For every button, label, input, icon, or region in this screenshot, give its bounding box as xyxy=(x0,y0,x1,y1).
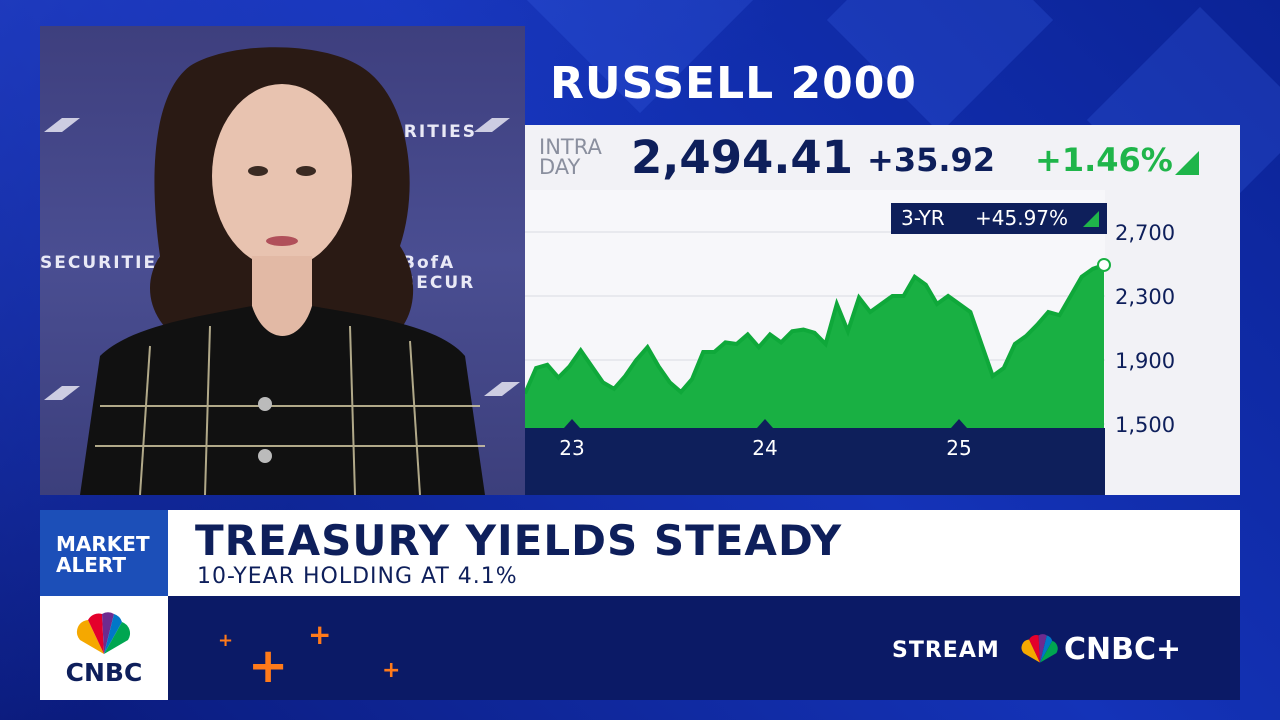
y-tick-label: 1,500 xyxy=(1115,413,1175,437)
plus-decoration-icon: + xyxy=(308,618,332,651)
x-tick-marker xyxy=(757,419,773,428)
backdrop-logo-text: URITIES xyxy=(388,122,477,142)
cnbc-logo: CNBC xyxy=(40,596,168,700)
y-tick-label: 1,900 xyxy=(1115,349,1175,373)
cnbc-plus-wordmark: CNBC+ xyxy=(1064,632,1182,667)
peacock-icon xyxy=(76,612,131,654)
price-area xyxy=(525,265,1104,428)
y-tick-label: 2,700 xyxy=(1115,221,1175,245)
bofa-flag-icon xyxy=(484,382,520,396)
backdrop-logo-text: BofA SECUR xyxy=(402,253,476,293)
plus-decoration-icon: + xyxy=(382,658,401,683)
alert-line2: ALERT xyxy=(56,553,127,577)
guest-video-feed: URITIES SECURITIES BofA SECUR xyxy=(40,26,525,495)
x-tick-label: 25 xyxy=(946,436,971,460)
last-price-marker xyxy=(1097,257,1111,272)
plus-decoration-icon: + xyxy=(218,630,234,651)
market-alert-tag: MARKET ALERT xyxy=(40,510,168,596)
lower-third: MARKET ALERT TREASURY YIELDS STEADY 10-Y… xyxy=(40,510,1240,596)
peacock-icon xyxy=(1021,634,1058,663)
up-triangle-icon xyxy=(1083,211,1099,227)
bofa-flag-icon xyxy=(44,118,80,132)
index-change: +35.92 xyxy=(867,141,996,179)
x-tick-marker xyxy=(564,419,580,428)
intraday-line1: INTRA xyxy=(539,135,602,159)
x-tick-label: 23 xyxy=(559,436,584,460)
chart-svg: 2,700 2,300 1,900 1,500 23 24 25 xyxy=(525,190,1240,495)
headline: TREASURY YIELDS STEADY xyxy=(195,516,843,565)
bottom-bar: CNBC + + + + STREAM CNBC+ xyxy=(40,596,1240,700)
stream-label: STREAM xyxy=(892,638,1000,663)
bofa-flag-icon xyxy=(44,386,80,400)
intraday-line2: DAY xyxy=(539,155,581,179)
intraday-label: INTRA DAY xyxy=(539,135,602,179)
index-change-percent: +1.46% xyxy=(1035,141,1173,179)
x-tick-label: 24 xyxy=(752,436,777,460)
period-badge: 3-YR +45.97% xyxy=(891,203,1107,234)
backdrop-logo-text: SECURITIES xyxy=(40,253,172,273)
subheadline: 10-YEAR HOLDING AT 4.1% xyxy=(197,564,518,589)
y-axis-panel xyxy=(1105,190,1240,495)
guest-speaker xyxy=(80,47,485,495)
up-triangle-icon xyxy=(1175,151,1199,175)
price-line xyxy=(525,263,1105,395)
y-tick-label: 2,300 xyxy=(1115,285,1175,309)
logo-text: CNBC xyxy=(65,658,143,687)
price-chart: 2,700 2,300 1,900 1,500 23 24 25 3-YR +45.97% xyxy=(525,190,1240,495)
badge-period: 3-YR xyxy=(901,206,945,230)
plus-decoration-icon: + xyxy=(248,638,289,694)
alert-line1: MARKET xyxy=(56,532,150,556)
index-title: RUSSELL 2000 xyxy=(550,58,917,109)
x-axis-band xyxy=(525,428,1105,495)
x-tick-marker xyxy=(951,419,967,428)
bofa-flag-icon xyxy=(474,118,510,132)
badge-change: +45.97% xyxy=(975,206,1069,230)
quote-bar: INTRA DAY 2,494.41 +35.92 +1.46% xyxy=(525,125,1240,190)
index-price: 2,494.41 xyxy=(631,131,854,184)
